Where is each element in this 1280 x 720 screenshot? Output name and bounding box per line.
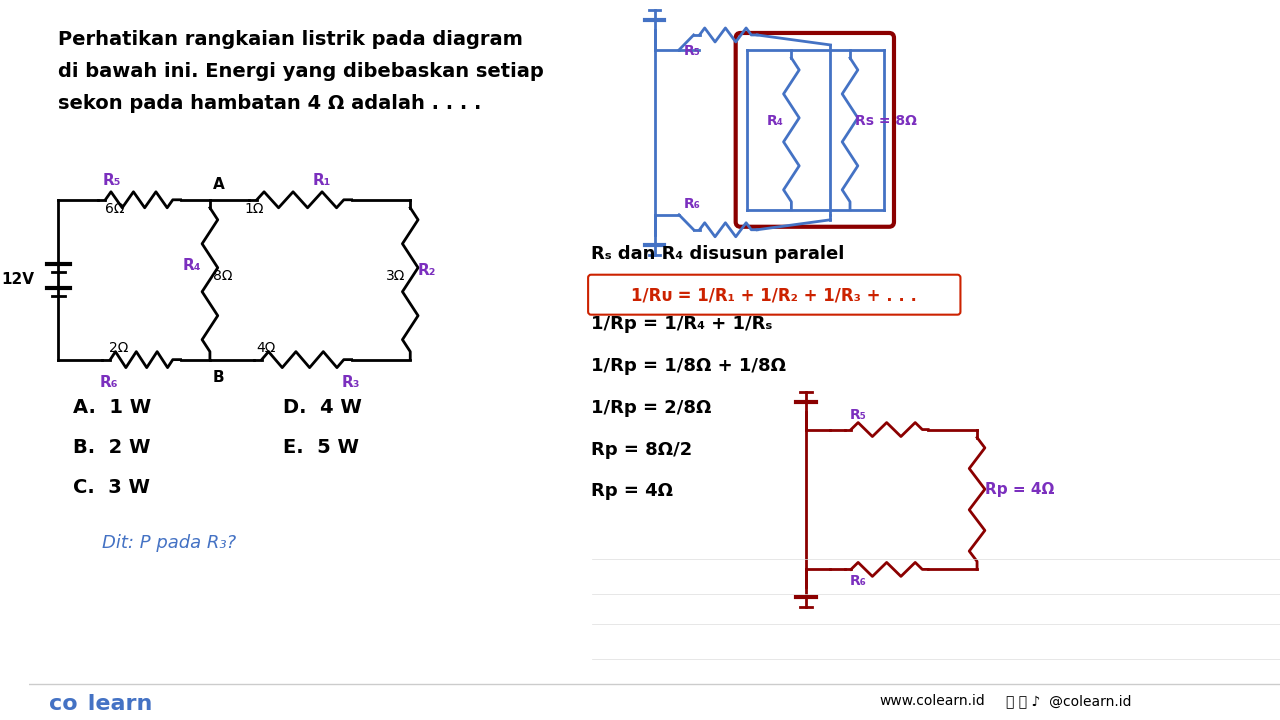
Text: C.  3 W: C. 3 W <box>73 477 150 497</box>
Text: R₃: R₃ <box>342 374 361 390</box>
Text: R₁: R₁ <box>312 173 332 188</box>
Text: 6Ω: 6Ω <box>105 202 125 216</box>
Text: B: B <box>212 369 224 384</box>
Text: Rₛ dan R₄ disusun paralel: Rₛ dan R₄ disusun paralel <box>591 245 845 263</box>
Text: R₅: R₅ <box>102 173 120 188</box>
Text: 12V: 12V <box>1 272 35 287</box>
Text: 1/Rᴜ = 1/R₁ + 1/R₂ + 1/R₃ + . . .: 1/Rᴜ = 1/R₁ + 1/R₂ + 1/R₃ + . . . <box>631 287 918 305</box>
Text: Rp = 4Ω: Rp = 4Ω <box>984 482 1055 498</box>
Text: B.  2 W: B. 2 W <box>73 438 151 456</box>
Text: Dit: P pada R₃?: Dit: P pada R₃? <box>102 534 237 552</box>
Text: D.  4 W: D. 4 W <box>283 397 362 417</box>
Text: 8Ω: 8Ω <box>212 269 233 283</box>
Text: co: co <box>49 694 77 714</box>
Text: R₆: R₆ <box>100 374 118 390</box>
Text: 1/Rp = 1/8Ω + 1/8Ω: 1/Rp = 1/8Ω + 1/8Ω <box>591 356 786 374</box>
Text: sekon pada hambatan 4 Ω adalah . . . .: sekon pada hambatan 4 Ω adalah . . . . <box>59 94 481 113</box>
Text: R₄: R₄ <box>767 114 783 128</box>
Text: R₆: R₆ <box>684 197 700 211</box>
Text: 4Ω: 4Ω <box>256 341 275 355</box>
Text: A: A <box>212 177 224 192</box>
Text: Rp = 8Ω/2: Rp = 8Ω/2 <box>591 441 692 459</box>
Text: 1/Rp = 2/8Ω: 1/Rp = 2/8Ω <box>591 399 712 417</box>
Text: learn: learn <box>79 694 152 714</box>
Text: 2Ω: 2Ω <box>109 341 128 355</box>
Text: di bawah ini. Energi yang dibebaskan setiap: di bawah ini. Energi yang dibebaskan set… <box>59 62 544 81</box>
FancyBboxPatch shape <box>588 275 960 315</box>
Text: R₅: R₅ <box>850 408 867 422</box>
Text: R₅: R₅ <box>684 44 700 58</box>
Text: A.  1 W: A. 1 W <box>73 397 151 417</box>
Text: Perhatikan rangkaian listrik pada diagram: Perhatikan rangkaian listrik pada diagra… <box>59 30 524 49</box>
Text: R₂: R₂ <box>419 263 436 278</box>
Text: 1/Rp = 1/R₄ + 1/Rₛ: 1/Rp = 1/R₄ + 1/Rₛ <box>591 315 772 333</box>
Text: E.  5 W: E. 5 W <box>283 438 360 456</box>
Text: Rp = 4Ω: Rp = 4Ω <box>591 482 673 500</box>
Text: www.colearn.id: www.colearn.id <box>879 694 986 708</box>
Text: 🔵 📷 ♪  @colearn.id: 🔵 📷 ♪ @colearn.id <box>1006 694 1132 708</box>
Text: R₆: R₆ <box>850 575 867 588</box>
Text: Rs = 8Ω: Rs = 8Ω <box>855 114 916 128</box>
Text: 1Ω: 1Ω <box>244 202 264 216</box>
Text: R₄: R₄ <box>183 258 201 273</box>
Text: 3Ω: 3Ω <box>385 269 406 283</box>
